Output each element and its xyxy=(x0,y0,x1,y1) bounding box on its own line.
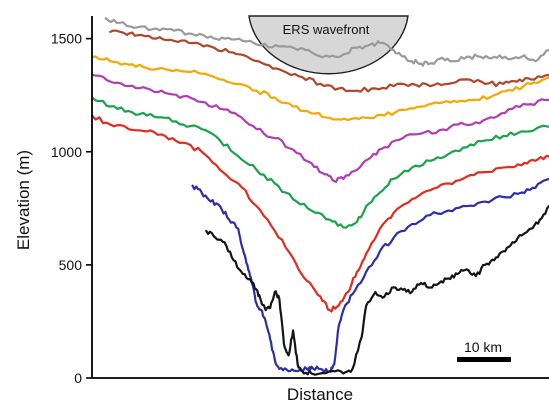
series-line-2 xyxy=(109,29,549,93)
y-tick-label-1: 500 xyxy=(59,257,83,273)
scale-bar-mark xyxy=(457,357,511,362)
series-line-1 xyxy=(104,17,549,67)
x-axis-label: Distance xyxy=(287,385,353,404)
scale-bar-label: 10 km xyxy=(464,339,502,355)
axes xyxy=(91,16,549,379)
series-layer xyxy=(92,17,549,376)
wavefront-shape xyxy=(248,15,409,75)
y-axis-label: Elevation (m) xyxy=(14,150,33,250)
y-tick-label-0: 0 xyxy=(74,370,82,386)
series-line-3 xyxy=(92,55,549,122)
series-line-7 xyxy=(191,177,549,374)
series-line-5 xyxy=(92,96,549,229)
scale-bar: 10 km xyxy=(457,339,511,362)
wavefront-label: ERS wavefront xyxy=(283,22,370,37)
series-line-4 xyxy=(92,73,549,183)
series-line-8 xyxy=(205,204,549,376)
y-tick-label-2: 1000 xyxy=(51,144,82,160)
series-line-6 xyxy=(92,114,549,313)
wavefront-dome: ERS wavefront xyxy=(248,15,409,75)
y-tick-label-3: 1500 xyxy=(51,31,82,47)
y-tick-layer: 0 500 1000 1500 xyxy=(51,31,92,386)
